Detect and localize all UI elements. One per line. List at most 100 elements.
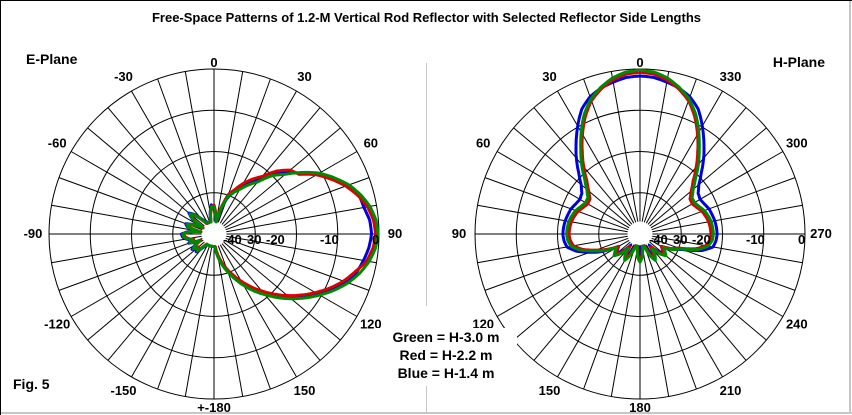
grid-spoke bbox=[219, 90, 297, 224]
grid-spoke bbox=[226, 204, 377, 233]
angle-label: 210 bbox=[720, 383, 742, 398]
grid-spoke bbox=[533, 243, 633, 361]
grid-spoke bbox=[477, 235, 628, 264]
grid-spoke bbox=[223, 241, 341, 341]
grid-spoke bbox=[645, 244, 723, 378]
legend-line-blue: Blue = H-1.4 m bbox=[397, 365, 495, 381]
angle-label: -60 bbox=[48, 136, 67, 151]
angle-label: 0 bbox=[210, 55, 217, 70]
fig-number: Fig. 5 bbox=[13, 376, 50, 392]
angle-label: -120 bbox=[44, 317, 70, 332]
figure-title: Free-Space Patterns of 1.2-M Vertical Ro… bbox=[151, 10, 702, 25]
panel-separator-lower bbox=[426, 386, 427, 412]
grid-spoke bbox=[643, 78, 697, 223]
panel-separator-upper bbox=[426, 63, 427, 306]
grid-spoke bbox=[647, 243, 747, 361]
angle-label: 30 bbox=[297, 69, 311, 84]
angle-label: 150 bbox=[294, 383, 316, 398]
grid-spoke bbox=[649, 127, 767, 227]
db-scale-label: -10 bbox=[746, 232, 765, 247]
grid-spoke bbox=[651, 177, 796, 231]
grid-spoke bbox=[610, 71, 639, 222]
grid-spoke bbox=[583, 245, 637, 390]
legend-line-red: Red = H-2.2 m bbox=[399, 347, 493, 363]
grid-spoke bbox=[650, 239, 784, 317]
figure-right-border bbox=[849, 1, 851, 412]
grid-spoke bbox=[557, 90, 635, 224]
grid-spoke bbox=[131, 90, 209, 224]
h-plane-radial-labels: -40 30 -20 -10 0 bbox=[649, 232, 805, 247]
grid-spoke bbox=[652, 235, 803, 264]
grid-spoke bbox=[645, 90, 723, 224]
figure-bottom-border bbox=[1, 412, 852, 414]
grid-spoke bbox=[513, 241, 631, 341]
angle-label: 90 bbox=[452, 226, 466, 241]
grid-spoke bbox=[496, 239, 630, 317]
angle-label: -150 bbox=[110, 383, 136, 398]
db-scale-label: 0 bbox=[798, 232, 805, 247]
db-scale-label: 30 bbox=[673, 232, 687, 247]
db-scale-label: 30 bbox=[247, 232, 261, 247]
db-scale-label: -40 bbox=[223, 232, 242, 247]
db-scale-label: -20 bbox=[692, 232, 711, 247]
e-plane-chart: 0 30 60 90 120 150 +-180 -150 -120 -90 -60 -30 -40 30… bbox=[24, 55, 403, 415]
grid-spoke bbox=[223, 127, 341, 227]
grid-spoke bbox=[87, 241, 205, 341]
e-plane-label: E-Plane bbox=[26, 51, 78, 67]
db-scale-label: -20 bbox=[266, 232, 285, 247]
angle-label: +-180 bbox=[197, 400, 231, 415]
h-plane-label: H-Plane bbox=[772, 54, 825, 70]
angle-label: -90 bbox=[24, 226, 43, 241]
e-plane-angle-labels: 0 30 60 90 120 150 +-180 -150 -120 -90 -60 -30 bbox=[24, 55, 403, 415]
legend: Green = H-3.0 m Red = H-2.2 m Blue = H-1… bbox=[375, 328, 517, 382]
legend-line-green: Green = H-3.0 m bbox=[392, 329, 500, 345]
grid-spoke bbox=[215, 71, 244, 222]
grid-spoke bbox=[513, 127, 631, 227]
e-plane-series-green-curve bbox=[181, 170, 380, 301]
angle-label: 240 bbox=[786, 317, 808, 332]
grid-spoke bbox=[219, 244, 297, 378]
grid-spoke bbox=[496, 151, 630, 229]
grid-spoke bbox=[184, 71, 213, 222]
grid-spoke bbox=[184, 246, 213, 397]
e-plane-grid bbox=[48, 68, 380, 400]
e-plane-radial-labels: -40 30 -20 -10 0 bbox=[223, 232, 379, 247]
angle-label: 300 bbox=[786, 136, 808, 151]
h-plane-grid bbox=[474, 68, 806, 400]
grid-spoke bbox=[70, 239, 204, 317]
grid-spoke bbox=[58, 237, 203, 291]
grid-spoke bbox=[610, 246, 639, 397]
grid-spoke bbox=[641, 71, 670, 222]
grid-spoke bbox=[643, 245, 697, 390]
grid-spoke bbox=[157, 78, 211, 223]
grid-spoke bbox=[70, 151, 204, 229]
grid-spoke bbox=[484, 237, 629, 291]
angle-label: 60 bbox=[364, 136, 378, 151]
grid-spoke bbox=[58, 177, 203, 231]
angle-label: 150 bbox=[539, 383, 561, 398]
grid-spoke bbox=[557, 244, 635, 378]
angle-label: 270 bbox=[810, 226, 832, 241]
grid-spoke bbox=[477, 204, 628, 233]
grid-spoke bbox=[484, 177, 629, 231]
grid-spoke bbox=[107, 243, 207, 361]
grid-spoke bbox=[649, 241, 767, 341]
grid-spoke bbox=[221, 243, 321, 361]
db-scale-label: -40 bbox=[649, 232, 668, 247]
grid-spoke bbox=[224, 151, 358, 229]
db-scale-label: 0 bbox=[372, 232, 379, 247]
grid-spoke bbox=[107, 107, 207, 225]
grid-spoke bbox=[650, 151, 784, 229]
angle-label: 120 bbox=[472, 317, 494, 332]
grid-spoke bbox=[51, 204, 202, 233]
grid-spoke bbox=[87, 127, 205, 227]
grid-spoke bbox=[583, 78, 637, 223]
angle-label: 60 bbox=[476, 136, 490, 151]
grid-spoke bbox=[652, 204, 803, 233]
angle-label: 180 bbox=[629, 400, 651, 415]
angle-label: 30 bbox=[542, 69, 556, 84]
